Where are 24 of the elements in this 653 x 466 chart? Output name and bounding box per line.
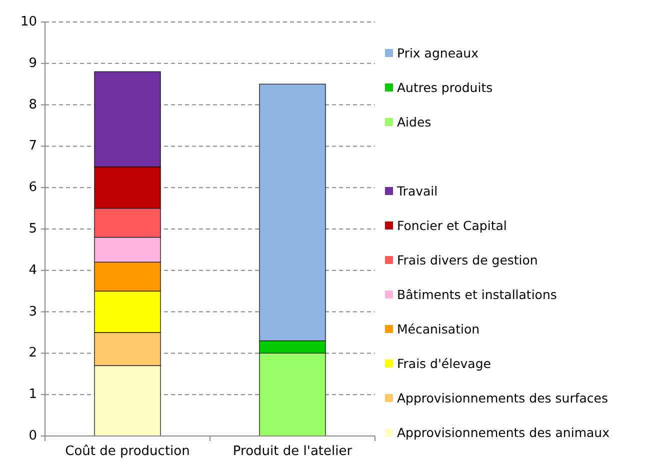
- y-tick-label: 9: [28, 56, 37, 71]
- y-tick-label: 3: [28, 304, 37, 320]
- legend-label: Mécanisation: [397, 322, 480, 336]
- legend-label: Autres produits: [397, 80, 493, 95]
- y-tick-label: 4: [28, 262, 37, 278]
- y-tick-label: 0: [28, 428, 37, 444]
- legend-label: Aides: [397, 114, 432, 130]
- y-tick-label: 2: [28, 346, 37, 361]
- legend-label: Frais d'élevage: [397, 356, 492, 371]
- legend-label: Prix agneaux: [397, 46, 478, 60]
- legend-label: Frais divers de gestion: [397, 252, 538, 268]
- y-tick-label: 6: [28, 180, 37, 196]
- legend-label: Foncier et Capital: [397, 218, 507, 233]
- legend-label: Approvisionnements des surfaces: [397, 390, 608, 406]
- y-tick-label: 7: [28, 138, 37, 154]
- y-tick-label: 10: [20, 14, 37, 30]
- legend-label: Bâtiments et installations: [397, 287, 557, 302]
- legend-label: Approvisionnements des animaux: [397, 425, 610, 440]
- legend-label: Travail: [396, 184, 438, 198]
- y-tick-label: 5: [28, 222, 37, 236]
- y-tick-label: 1: [28, 387, 37, 402]
- x-tick-label: Produit de l'atelier: [232, 444, 353, 459]
- x-tick-label: Coût de production: [65, 444, 190, 459]
- y-tick-label: 8: [28, 97, 37, 112]
